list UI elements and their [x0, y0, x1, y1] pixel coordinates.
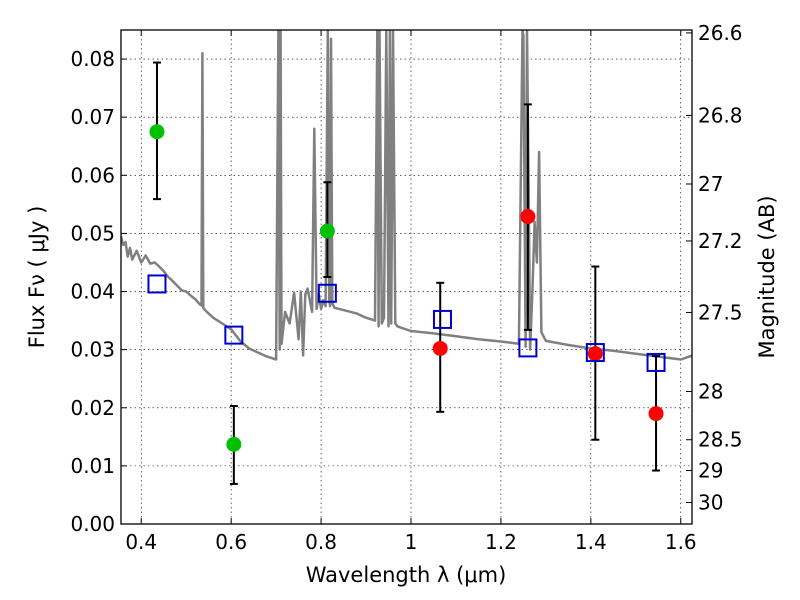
data-point	[226, 436, 242, 452]
y2-tick-label: 27.5	[698, 300, 743, 324]
data-point	[520, 209, 536, 225]
y-axis-label: Flux Fν ( μJy )	[25, 206, 49, 349]
y-tick-label: 0.05	[70, 221, 115, 245]
data-point	[648, 406, 664, 422]
model-square	[147, 274, 167, 294]
x-axis-label: Wavelength λ (μm)	[306, 563, 507, 587]
data-point	[587, 346, 603, 362]
model-square	[646, 352, 666, 372]
data-point	[319, 223, 335, 239]
x-tick-label: 1	[405, 530, 418, 554]
model-square	[585, 343, 605, 363]
x-tick-label: 0.4	[125, 530, 157, 554]
y-tick-label: 0.00	[70, 512, 115, 536]
y2-tick-label: 30	[698, 490, 723, 514]
y2-tick-label: 27	[698, 172, 723, 196]
y-tick-label: 0.01	[70, 454, 115, 478]
y-tick-label: 0.06	[70, 163, 115, 187]
y-tick-label: 0.04	[70, 280, 115, 304]
y2-tick-label: 26.6	[698, 21, 743, 45]
y-tick-label: 0.03	[70, 338, 115, 362]
x-tick-label: 1.4	[575, 530, 607, 554]
model-square	[224, 325, 244, 345]
y-tick-label: 0.08	[70, 47, 115, 71]
y2-tick-label: 28.5	[698, 428, 743, 452]
x-tick-label: 0.8	[305, 530, 337, 554]
model-square	[432, 309, 452, 329]
ticks: 0.4 0.6 0.8 1 1.2 1.4 1.6 0.00 0.01 0.02 0.03 0.04 0…	[70, 21, 742, 554]
markers	[147, 61, 666, 485]
x-tick-label: 1.6	[665, 530, 697, 554]
data-point	[432, 340, 448, 356]
x-tick-label: 0.6	[215, 530, 247, 554]
y2-axis-label: Magnitude (AB)	[755, 195, 779, 358]
y2-tick-label: 27.2	[698, 229, 743, 253]
y2-tick-label: 28	[698, 379, 723, 403]
grid	[121, 30, 692, 524]
model-square	[317, 283, 337, 303]
y-tick-label: 0.07	[70, 105, 115, 129]
plot-frame	[120, 29, 693, 525]
y2-tick-label: 26.8	[698, 103, 743, 127]
model-square	[518, 338, 538, 358]
y2-tick-label: 29	[698, 459, 723, 483]
x-tick-label: 1.2	[485, 530, 517, 554]
data-point	[149, 124, 165, 140]
plot-area	[121, 30, 692, 361]
model-spectrum-line	[121, 30, 692, 361]
y-tick-label: 0.02	[70, 396, 115, 420]
